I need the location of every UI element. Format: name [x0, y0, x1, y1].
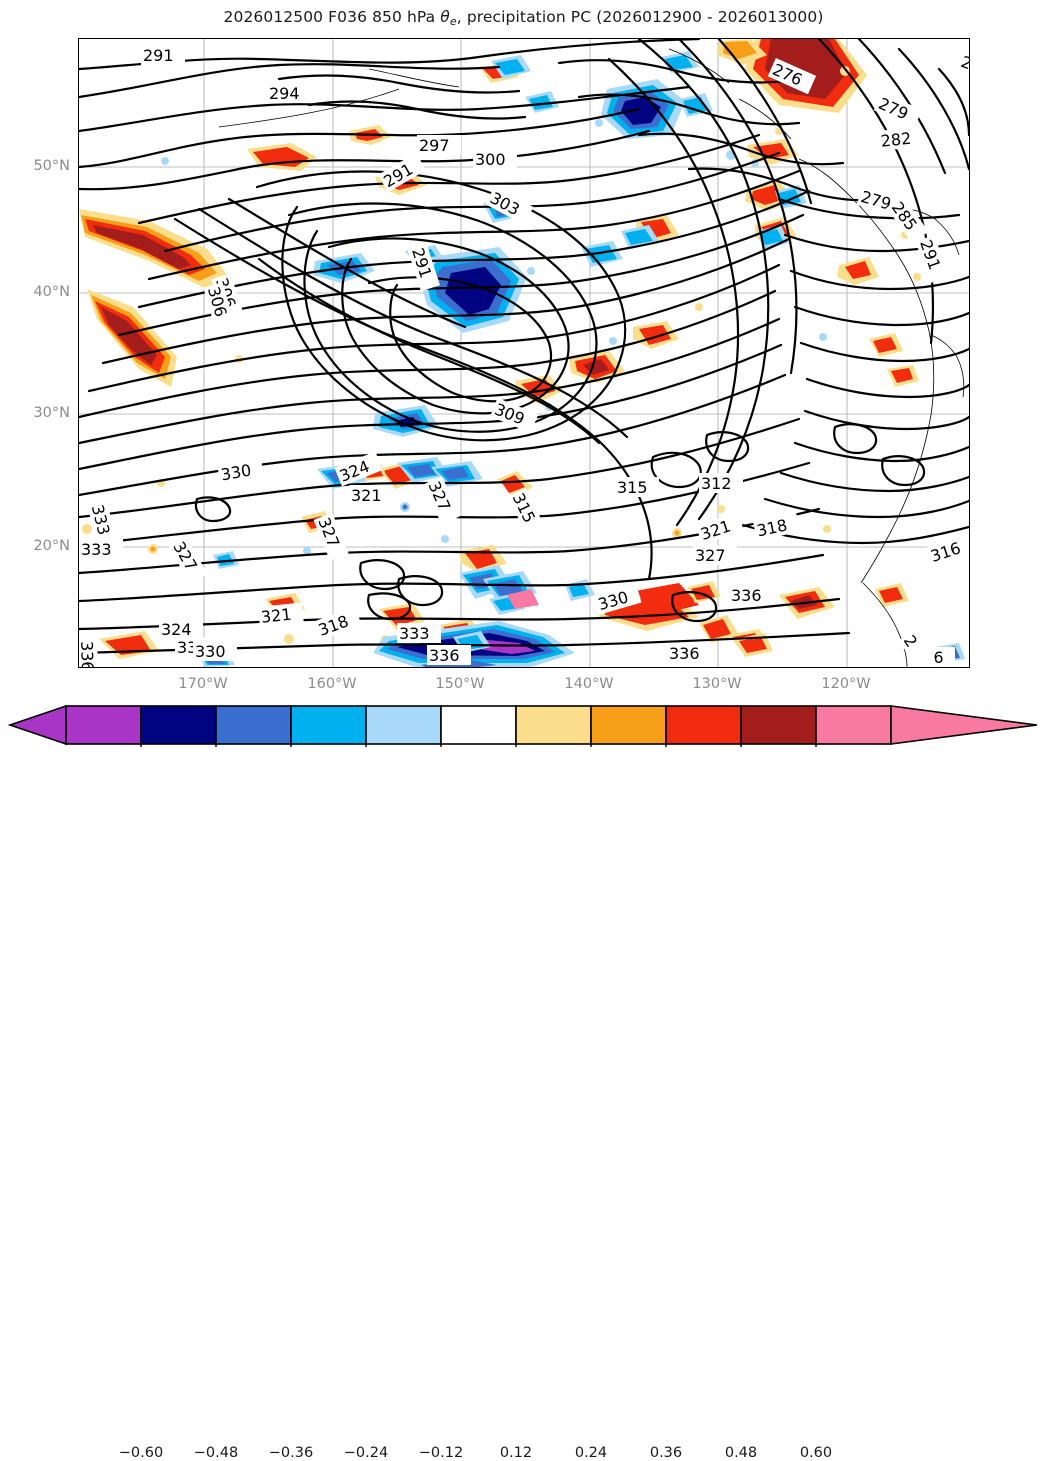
svg-text:318: 318	[316, 611, 351, 639]
theta-subscript: e	[449, 15, 457, 28]
colorbar-tick-label-2: −0.36	[268, 1445, 314, 1461]
svg-text:330: 330	[195, 642, 226, 661]
colorbar-bands	[7, 704, 1038, 746]
colorbar-band-4	[365, 705, 442, 745]
colorbar-band-10	[815, 705, 892, 745]
colorbar-tick-label-6: 0.24	[574, 1445, 608, 1461]
colorbar-band-3	[290, 705, 367, 745]
colorbar-tick-label-1: −0.48	[193, 1445, 239, 1461]
colorbar[interactable]: −0.60 −0.48 −0.36 −0.24 −0.12 0.12 0.24 …	[0, 703, 1047, 1461]
colorbar-tick-label-9: 0.60	[799, 1445, 833, 1461]
svg-text:312: 312	[701, 474, 732, 493]
svg-text:327: 327	[695, 546, 726, 565]
coastlines	[218, 48, 965, 667]
colorbar-tick-label-7: 0.36	[649, 1445, 683, 1461]
colorbar-tick-label-0: −0.60	[118, 1445, 164, 1461]
colorbar-extend-high	[890, 705, 1038, 745]
colorbar-extend-low	[7, 704, 67, 746]
svg-text:330: 330	[219, 460, 252, 484]
colorbar-svg	[7, 704, 1038, 747]
lon-label-120w: 120°W	[821, 676, 871, 692]
svg-text:321: 321	[351, 486, 382, 505]
svg-text:318: 318	[755, 515, 789, 540]
colorbar-band-2	[215, 705, 292, 745]
theta-symbol: θ	[440, 8, 450, 26]
page-title: 2026012500 F036 850 hPa θe, precipitatio…	[0, 8, 1047, 28]
lon-label-160w: 160°W	[307, 676, 357, 692]
lat-label-50n: 50°N	[33, 158, 70, 174]
colorbar-band-1	[140, 705, 217, 745]
title-prefix: 2026012500 F036 850 hPa	[223, 8, 441, 26]
lon-label-170w: 170°W	[178, 676, 228, 692]
colorbar-tick-label-5: 0.12	[499, 1445, 533, 1461]
svg-text:282: 282	[880, 129, 912, 151]
svg-text:276: 276	[958, 52, 969, 80]
svg-text:336: 336	[731, 586, 762, 605]
colorbar-band-9	[740, 705, 817, 745]
lat-label-30n: 30°N	[33, 405, 70, 421]
contour-labels: 291 294 297 300 291 303 306 306 291 309 …	[79, 45, 969, 667]
theta-e-contours	[79, 39, 969, 655]
svg-text:294: 294	[269, 84, 300, 103]
colorbar-ticks	[140, 744, 817, 747]
lat-label-20n: 20°N	[33, 538, 70, 554]
colorbar-tick-label-8: 0.48	[724, 1445, 758, 1461]
svg-text:297: 297	[419, 136, 450, 155]
lon-label-130w: 130°W	[692, 676, 742, 692]
colorbar-band-5	[440, 705, 517, 745]
lon-label-150w: 150°W	[435, 676, 485, 692]
svg-text:316: 316	[928, 538, 963, 566]
colorbar-band-6	[515, 705, 592, 745]
lon-label-140w: 140°W	[564, 676, 614, 692]
title-suffix: , precipitation PC (2026012900 - 2026013…	[456, 8, 824, 26]
svg-text:315: 315	[617, 478, 648, 497]
svg-text:324: 324	[161, 620, 192, 639]
map-plot-area[interactable]: 291 294 297 300 291 303 306 306 291 309 …	[78, 38, 970, 668]
svg-text:336: 336	[429, 646, 460, 665]
map-canvas: 291 294 297 300 291 303 306 306 291 309 …	[79, 39, 969, 667]
svg-text:333: 333	[88, 503, 114, 537]
svg-text:321: 321	[698, 516, 733, 544]
svg-text:336: 336	[79, 641, 97, 667]
svg-text:291: 291	[143, 46, 174, 65]
svg-text:321: 321	[260, 605, 292, 627]
colorbar-band-7	[590, 705, 667, 745]
svg-text:333: 333	[81, 540, 112, 559]
colorbar-band-0	[65, 705, 142, 745]
svg-text:300: 300	[475, 150, 506, 169]
colorbar-tick-label-4: −0.12	[418, 1445, 464, 1461]
lat-label-40n: 40°N	[33, 284, 70, 300]
svg-text:333: 333	[399, 624, 430, 643]
svg-text:336: 336	[669, 644, 700, 663]
colorbar-band-8	[665, 705, 742, 745]
svg-text:291: 291	[916, 237, 944, 272]
colorbar-tick-label-3: −0.24	[343, 1445, 389, 1461]
